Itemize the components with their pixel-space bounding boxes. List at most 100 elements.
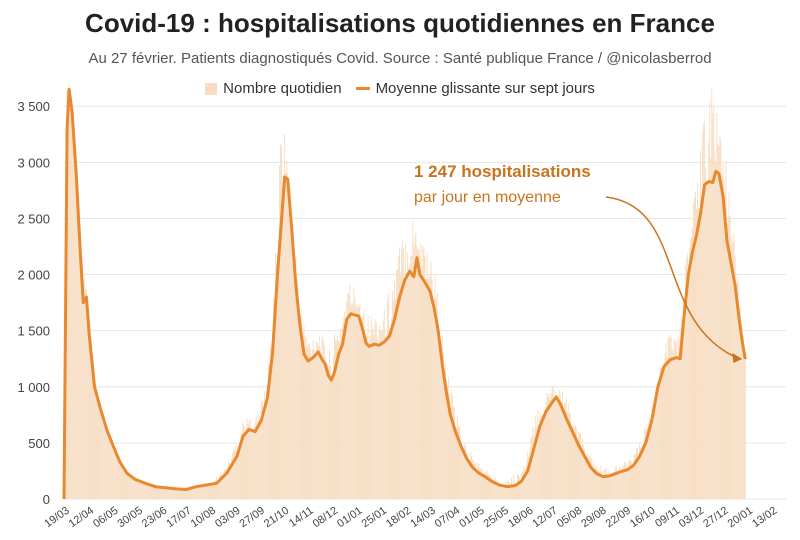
daily-bar	[201, 485, 203, 499]
daily-bar	[116, 454, 118, 499]
daily-bar	[474, 463, 476, 499]
daily-bar	[136, 479, 138, 499]
daily-bar	[736, 276, 738, 499]
daily-bar	[397, 269, 398, 499]
chart-subtitle: Au 27 février. Patients diagnostiqués Co…	[88, 50, 712, 67]
daily-bar	[630, 462, 632, 499]
daily-bar	[466, 453, 468, 499]
daily-bar	[209, 482, 211, 499]
daily-bar	[341, 335, 343, 499]
daily-bar	[510, 477, 512, 499]
daily-bar	[734, 255, 736, 499]
daily-bar	[312, 339, 314, 499]
daily-bar	[371, 330, 373, 499]
daily-bar	[300, 313, 302, 499]
daily-bar	[289, 190, 291, 499]
y-tick-label: 1 000	[17, 380, 50, 395]
daily-bar	[596, 465, 598, 499]
daily-bar	[135, 478, 137, 499]
daily-bar	[648, 422, 650, 499]
daily-bar	[536, 428, 538, 499]
daily-bar	[430, 261, 432, 499]
daily-bar	[467, 453, 469, 499]
daily-bar	[360, 320, 362, 499]
daily-bar	[573, 426, 574, 499]
chart-legend: Nombre quotidien Moyenne glissante sur s…	[0, 80, 800, 97]
daily-bar	[95, 382, 96, 499]
daily-bar	[709, 101, 711, 499]
daily-bar	[384, 337, 386, 499]
daily-bar	[336, 340, 337, 499]
daily-bar	[309, 347, 311, 499]
daily-bar	[111, 441, 113, 499]
daily-bar	[424, 255, 426, 499]
daily-bar	[675, 340, 677, 499]
daily-bar	[684, 264, 686, 499]
daily-bar	[185, 488, 187, 499]
daily-bar	[705, 167, 707, 499]
daily-bar	[346, 301, 348, 499]
daily-bar	[680, 315, 682, 499]
daily-bar	[650, 419, 652, 499]
daily-bar	[369, 336, 371, 499]
daily-bar	[710, 158, 712, 499]
daily-bar	[383, 309, 385, 499]
daily-bar	[77, 212, 79, 499]
daily-bar	[559, 394, 561, 499]
daily-bar	[470, 452, 472, 499]
daily-bar	[381, 330, 383, 499]
daily-bar	[320, 356, 322, 499]
daily-bar	[613, 471, 615, 499]
daily-bar	[235, 444, 237, 499]
daily-bar	[137, 479, 139, 499]
daily-bar	[476, 470, 478, 499]
daily-bar	[298, 302, 300, 499]
daily-bar	[554, 390, 556, 499]
daily-bar	[515, 482, 516, 499]
daily-bar	[686, 253, 688, 499]
daily-bar	[433, 299, 435, 499]
daily-bar	[353, 287, 355, 499]
daily-bar	[698, 207, 699, 500]
daily-bar	[744, 356, 746, 499]
y-axis: 0 500 1 000 1 500 2 000 2 500 3 000 3 500	[17, 99, 50, 507]
daily-bar	[570, 429, 572, 499]
daily-bar	[72, 130, 74, 499]
daily-bar	[126, 471, 128, 499]
daily-bar	[124, 469, 126, 499]
daily-bar	[84, 287, 86, 499]
daily-bar	[339, 342, 341, 499]
daily-bar	[658, 379, 660, 499]
daily-bar	[166, 487, 168, 499]
daily-bar	[196, 486, 198, 499]
daily-bar	[280, 143, 282, 499]
daily-bar	[254, 422, 256, 499]
daily-bar	[340, 329, 342, 499]
daily-bar	[468, 459, 470, 499]
daily-bar	[354, 298, 356, 499]
daily-bar	[685, 258, 687, 499]
daily-bar	[584, 448, 586, 499]
daily-bar	[202, 484, 204, 499]
daily-bar	[239, 442, 241, 499]
daily-bar	[138, 480, 140, 499]
daily-bar	[207, 484, 209, 499]
daily-bar	[237, 447, 239, 499]
daily-bar	[214, 481, 215, 499]
daily-bar	[146, 482, 148, 499]
daily-bar	[363, 310, 365, 499]
daily-bar	[315, 341, 317, 499]
daily-bar	[718, 146, 720, 499]
daily-bar	[373, 334, 375, 499]
daily-bar	[413, 245, 415, 499]
daily-bar	[729, 215, 731, 500]
daily-bar	[318, 336, 320, 499]
legend-item-average: Moyenne glissante sur sept jours	[355, 80, 595, 97]
daily-bar	[615, 466, 617, 499]
daily-bar	[338, 340, 340, 499]
x-tick-label: 27/09	[238, 505, 267, 531]
daily-bar	[379, 331, 381, 499]
daily-bar	[378, 325, 380, 499]
daily-bar	[233, 448, 235, 499]
daily-bar	[728, 191, 730, 500]
